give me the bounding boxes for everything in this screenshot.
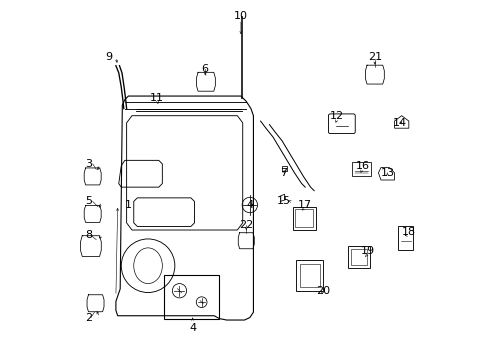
Text: 16: 16 (355, 161, 368, 171)
Text: 4: 4 (189, 323, 196, 333)
Text: 17: 17 (298, 200, 312, 210)
Text: 9: 9 (105, 52, 112, 62)
Text: 11: 11 (150, 93, 163, 103)
Text: 12: 12 (329, 111, 344, 121)
Text: 14: 14 (392, 118, 406, 128)
Text: 20: 20 (315, 286, 329, 296)
Text: 19: 19 (360, 247, 374, 256)
Text: 21: 21 (367, 52, 381, 62)
Text: 7: 7 (280, 168, 287, 178)
Text: 15: 15 (276, 197, 290, 206)
Text: 22: 22 (239, 220, 253, 230)
Text: 1: 1 (124, 200, 132, 210)
Text: 8: 8 (85, 230, 93, 240)
Text: 2: 2 (85, 312, 93, 323)
Text: 13: 13 (380, 168, 394, 178)
Text: 10: 10 (233, 11, 247, 21)
Text: 4: 4 (246, 200, 253, 210)
Text: 18: 18 (401, 227, 415, 237)
Text: 6: 6 (201, 64, 208, 74)
Text: 3: 3 (85, 159, 92, 169)
Text: 5: 5 (85, 197, 92, 206)
